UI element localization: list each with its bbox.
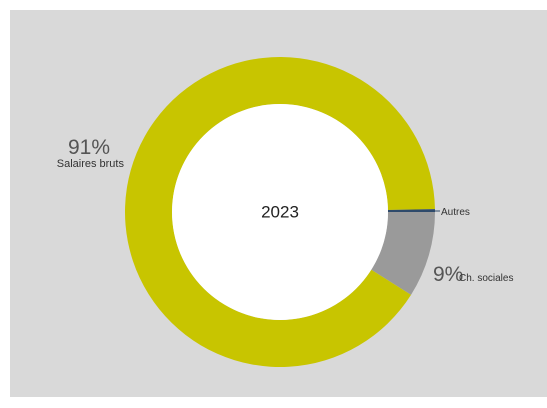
- slice-percent-label: 9%: [433, 263, 463, 286]
- slice-percent-label: 91%: [68, 136, 110, 159]
- center-label: 2023: [261, 202, 299, 221]
- slice-autres: [387, 209, 435, 212]
- slice-name-label: Autres: [441, 207, 470, 218]
- slice-salaires-bruts: [124, 57, 435, 368]
- slice-name-label: Salaires bruts: [57, 158, 125, 170]
- slice-name-label: Ch. sociales: [459, 273, 513, 284]
- donut-hole: [172, 104, 388, 320]
- slice-ch-sociales: [371, 212, 435, 295]
- slices-group: [124, 57, 435, 368]
